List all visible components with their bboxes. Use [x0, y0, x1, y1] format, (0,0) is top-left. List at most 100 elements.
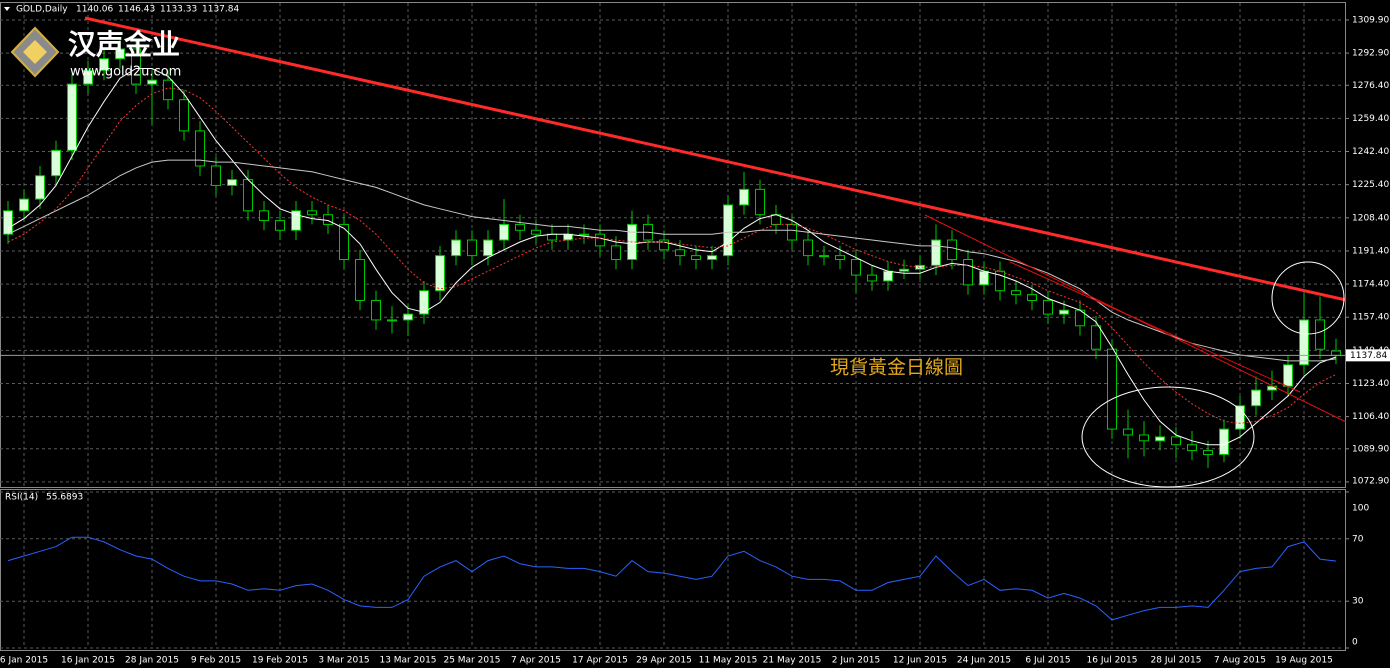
y-tick-label: 0: [1352, 638, 1358, 648]
candle-body: [131, 48, 141, 85]
candle-body: [67, 83, 77, 151]
x-tick-label: 21 May 2015: [763, 656, 822, 666]
candle-body: [403, 313, 413, 321]
candle-body: [419, 290, 429, 315]
price-panel: [0, 2, 1346, 488]
candle-body: [579, 233, 589, 236]
grid: [0, 3, 1344, 649]
candle-body: [1251, 389, 1261, 407]
candle-body: [899, 268, 909, 272]
x-tick-label: 29 Apr 2015: [636, 656, 692, 666]
candle-body: [1043, 299, 1053, 315]
candle-body: [1171, 436, 1181, 446]
candle-body: [83, 69, 93, 85]
candle-body: [1203, 450, 1213, 455]
candle-body: [611, 245, 621, 261]
x-tick-label: 16 Jul 2015: [1087, 656, 1138, 666]
candle-body: [371, 299, 381, 321]
candle-body: [1219, 428, 1229, 455]
y-tick-label: 1089.90: [1352, 444, 1389, 454]
candle-body: [1235, 405, 1245, 430]
x-tick-label: 19 Feb 2015: [252, 656, 308, 666]
ohlc-high: 1146.43: [118, 5, 155, 15]
y-tick-label: 1157.40: [1352, 313, 1389, 323]
candle-body: [803, 239, 813, 257]
y-tick-label: 1072.90: [1352, 477, 1389, 487]
last-price-label: 1137.84: [1350, 351, 1387, 361]
candle-body: [707, 255, 717, 261]
logo-icon: [23, 40, 47, 64]
y-tick-label: 1259.40: [1352, 114, 1389, 124]
candle-body: [1091, 325, 1101, 350]
annotation: 現貨黃金日線圖: [830, 357, 963, 379]
x-tick-label: 28 Jul 2015: [1151, 656, 1202, 666]
y-tick-label: 1106.40: [1352, 412, 1389, 422]
logo-brand: 汉声金业: [68, 28, 180, 61]
x-tick-label: 12 Jun 2015: [893, 656, 947, 666]
x-tick-label: 17 Apr 2015: [572, 656, 628, 666]
rsi-line: [7, 536, 1337, 621]
candle-body: [1027, 294, 1037, 301]
candle-body: [499, 223, 509, 241]
candle-body: [147, 79, 157, 85]
x-tick-label: 16 Jan 2015: [61, 656, 115, 666]
y-tick-label: 1309.90: [1352, 15, 1389, 25]
x-tick-label: 7 Aug 2015: [1214, 656, 1266, 666]
candle-body: [819, 255, 829, 258]
trendline: [1009, 261, 1301, 393]
highlight-ellipse: [1081, 386, 1255, 488]
candle-body: [963, 259, 973, 286]
candle-body: [1315, 319, 1325, 350]
y-tick-label: 1225.40: [1352, 180, 1389, 190]
candle-body: [979, 270, 989, 286]
candle-body: [883, 270, 893, 282]
candle-body: [467, 239, 477, 257]
candle-body: [1283, 364, 1293, 387]
candle-body: [99, 58, 109, 71]
candle-body: [163, 79, 173, 101]
candle-body: [659, 239, 669, 251]
candle-body: [227, 179, 237, 186]
moving-average: [7, 87, 1337, 424]
candle-body: [307, 210, 317, 216]
ohlc-open: 1140.06: [76, 5, 113, 15]
x-tick-label: 25 Mar 2015: [443, 656, 500, 666]
candle-body: [595, 233, 605, 247]
chart-title: GOLD,Daily: [16, 5, 68, 15]
candle-body: [19, 198, 29, 212]
candle-body: [1139, 434, 1149, 442]
ohlc-low: 1133.33: [160, 5, 197, 15]
candle-body: [723, 204, 733, 257]
candle-body: [259, 210, 269, 222]
candle-body: [451, 239, 461, 257]
candle-body: [851, 259, 861, 276]
candle-body: [115, 48, 125, 60]
candle-body: [947, 239, 957, 261]
y-tick-label: 1292.90: [1352, 49, 1389, 59]
last-price-box: [1346, 349, 1390, 362]
logo: 汉声金业 www.gold2u.com: [10, 26, 181, 80]
candle-body: [1155, 436, 1165, 442]
candle-body: [387, 319, 397, 322]
y-tick-label: 1174.40: [1352, 280, 1389, 290]
candle-body: [931, 239, 941, 266]
candle-body: [1187, 444, 1197, 452]
y-tick-label: 1191.40: [1352, 246, 1389, 256]
x-tick-label: 6 Jul 2015: [1025, 656, 1070, 666]
y-tick-label: 1123.40: [1352, 379, 1389, 389]
x-tick-label: 6 Jan 2015: [0, 656, 48, 666]
candle-body: [1123, 428, 1133, 436]
candle-body: [275, 220, 285, 231]
candle-body: [211, 165, 221, 186]
candle-body: [787, 223, 797, 241]
candle-body: [739, 188, 749, 206]
x-tick-label: 9 Feb 2015: [191, 656, 241, 666]
moving-average: [7, 68, 1337, 446]
candle-body: [195, 130, 205, 167]
marks: [0, 39, 1345, 621]
x-tick-label: 13 Mar 2015: [379, 656, 436, 666]
candle-body: [1059, 309, 1069, 315]
menu-arrow: [4, 7, 10, 11]
y-tick-label: 100: [1352, 504, 1369, 514]
